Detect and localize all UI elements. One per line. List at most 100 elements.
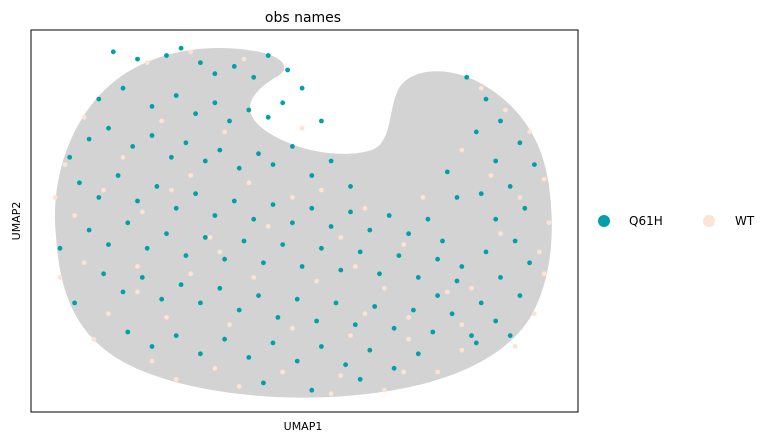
point-wt	[135, 289, 140, 295]
point-wt	[532, 311, 537, 317]
point-wt	[241, 56, 247, 62]
point-q61h	[202, 158, 208, 164]
point-q61h	[343, 362, 348, 368]
point-wt	[290, 325, 295, 331]
point-q61h	[275, 315, 281, 320]
chart-title: obs names	[265, 10, 341, 26]
point-q61h	[193, 191, 199, 197]
point-wt	[212, 365, 218, 371]
point-q61h	[198, 300, 203, 306]
point-wt	[164, 315, 169, 320]
point-q61h	[473, 129, 479, 135]
point-q61h	[309, 205, 315, 211]
point-wt	[541, 176, 547, 182]
point-wt	[81, 114, 87, 120]
point-wt	[217, 249, 223, 255]
point-wt	[382, 387, 387, 393]
point-wt	[459, 147, 465, 153]
legend-swatch-q61h	[598, 215, 610, 227]
point-q61h	[493, 216, 499, 222]
point-q61h	[328, 158, 334, 164]
point-wt	[173, 376, 179, 382]
point-q61h	[459, 264, 465, 269]
point-wt	[265, 224, 271, 229]
point-q61h	[299, 264, 305, 269]
point-q61h	[478, 300, 484, 306]
point-q61h	[72, 300, 77, 306]
point-q61h	[270, 340, 276, 346]
point-q61h	[101, 271, 106, 277]
point-q61h	[135, 198, 140, 204]
point-q61h	[294, 296, 300, 302]
point-q61h	[231, 198, 237, 204]
point-wt	[517, 195, 523, 200]
point-wt	[420, 195, 426, 200]
point-wt	[251, 275, 257, 280]
point-wt	[488, 173, 494, 178]
point-wt	[401, 369, 407, 375]
point-q61h	[256, 151, 261, 157]
point-wt	[236, 384, 242, 389]
point-q61h	[473, 340, 479, 346]
point-q61h	[149, 104, 155, 109]
point-q61h	[406, 231, 411, 237]
point-q61h	[430, 329, 436, 335]
point-q61h	[198, 60, 203, 66]
point-q61h	[173, 205, 179, 211]
legend-item-q61h: Q61H	[598, 214, 663, 228]
point-q61h	[435, 293, 440, 298]
point-q61h	[386, 213, 392, 218]
point-q61h	[120, 85, 126, 91]
point-q61h	[246, 355, 252, 360]
point-q61h	[507, 333, 513, 338]
point-q61h	[57, 245, 63, 251]
plot-area	[52, 45, 552, 398]
point-wt	[188, 271, 194, 277]
point-wt	[338, 235, 344, 240]
point-q61h	[164, 231, 169, 237]
point-wt	[348, 333, 353, 338]
point-q61h	[261, 380, 266, 386]
point-q61h	[110, 49, 116, 55]
point-q61h	[139, 275, 145, 280]
point-q61h	[251, 74, 257, 80]
point-wt	[57, 275, 63, 280]
point-q61h	[212, 213, 218, 218]
legend-item-wt: WT	[703, 214, 755, 228]
point-wt	[144, 60, 150, 66]
y-axis-label: UMAP2	[10, 202, 23, 241]
legend: Q61H WT	[598, 214, 755, 228]
point-q61h	[290, 144, 295, 149]
point-q61h	[164, 53, 169, 58]
point-q61h	[86, 227, 92, 233]
point-wt	[319, 187, 324, 193]
point-q61h	[464, 74, 470, 80]
point-wt	[362, 205, 368, 211]
point-wt	[459, 322, 465, 328]
point-wt	[207, 235, 213, 240]
point-q61h	[265, 114, 271, 120]
point-q61h	[251, 216, 257, 222]
point-q61h	[280, 242, 286, 248]
point-q61h	[527, 260, 532, 266]
point-q61h	[159, 296, 165, 302]
point-wt	[188, 49, 194, 55]
point-q61h	[333, 300, 339, 306]
point-q61h	[391, 325, 397, 331]
point-wt	[435, 369, 440, 375]
point-q61h	[212, 100, 218, 106]
point-q61h	[309, 173, 315, 178]
point-wt	[106, 311, 111, 317]
point-q61h	[265, 53, 271, 58]
point-wt	[246, 180, 252, 186]
point-q61h	[67, 154, 73, 160]
point-q61h	[96, 195, 102, 200]
point-q61h	[241, 238, 247, 244]
point-q61h	[169, 154, 174, 160]
point-q61h	[125, 329, 131, 335]
point-q61h	[173, 333, 179, 338]
point-wt	[227, 322, 232, 328]
point-q61h	[106, 125, 111, 131]
point-q61h	[227, 118, 232, 124]
